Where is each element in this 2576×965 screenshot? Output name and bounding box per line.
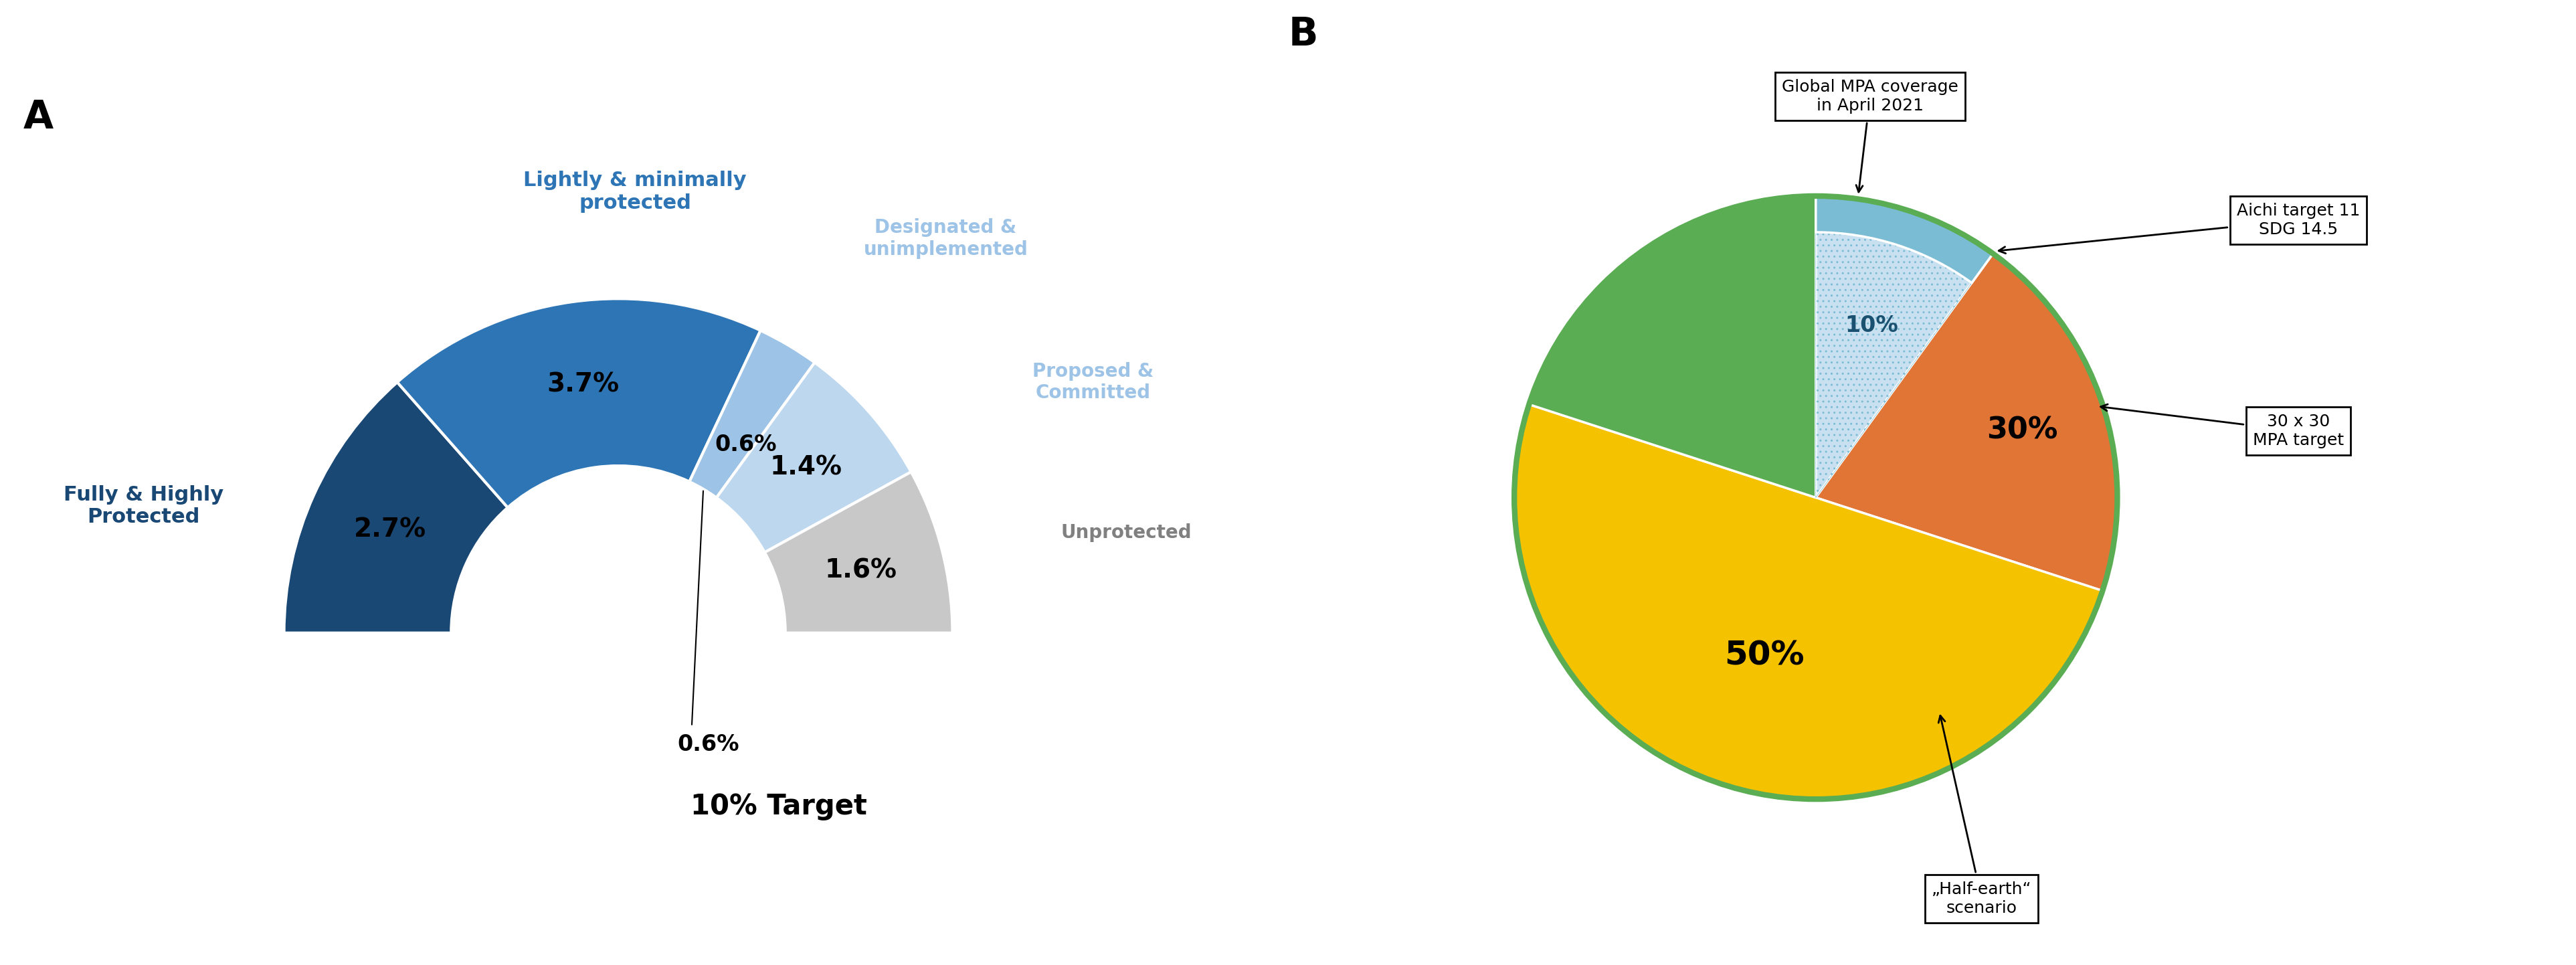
Text: 0.6%: 0.6% [677,733,739,756]
Text: 3.7%: 3.7% [546,372,618,398]
Wedge shape [283,382,507,633]
Text: Global MPA coverage
in April 2021: Global MPA coverage in April 2021 [1783,79,1958,192]
Wedge shape [765,472,953,633]
Text: Designated &
unimplemented: Designated & unimplemented [863,218,1028,259]
Wedge shape [1530,196,1816,498]
Text: 0.6%: 0.6% [716,434,778,455]
Wedge shape [716,363,912,552]
Text: 2.7%: 2.7% [353,517,425,542]
Text: Lightly & minimally
protected: Lightly & minimally protected [523,171,747,212]
Wedge shape [1515,404,2102,799]
Wedge shape [690,330,814,498]
Text: 30 x 30
MPA target: 30 x 30 MPA target [2099,404,2344,449]
Text: B: B [1288,15,1319,53]
Text: 10% Target: 10% Target [690,792,868,821]
Wedge shape [397,298,760,508]
Text: A: A [23,98,54,136]
Text: Unprotected: Unprotected [1061,523,1193,542]
Wedge shape [1816,196,1994,283]
Text: „Half-earth“
scenario: „Half-earth“ scenario [1932,716,2032,916]
Text: 1.6%: 1.6% [824,558,896,583]
Text: 50%: 50% [1723,639,1806,672]
Text: 1.4%: 1.4% [770,455,842,480]
Text: 30%: 30% [1986,416,2058,445]
Text: 10%: 10% [1844,315,1899,337]
Wedge shape [1816,196,1994,498]
Text: Fully & Highly
Protected: Fully & Highly Protected [64,485,224,527]
Text: Proposed &
Committed: Proposed & Committed [1033,362,1154,402]
Text: Aichi target 11
SDG 14.5: Aichi target 11 SDG 14.5 [1999,203,2360,254]
Wedge shape [1816,254,2117,591]
